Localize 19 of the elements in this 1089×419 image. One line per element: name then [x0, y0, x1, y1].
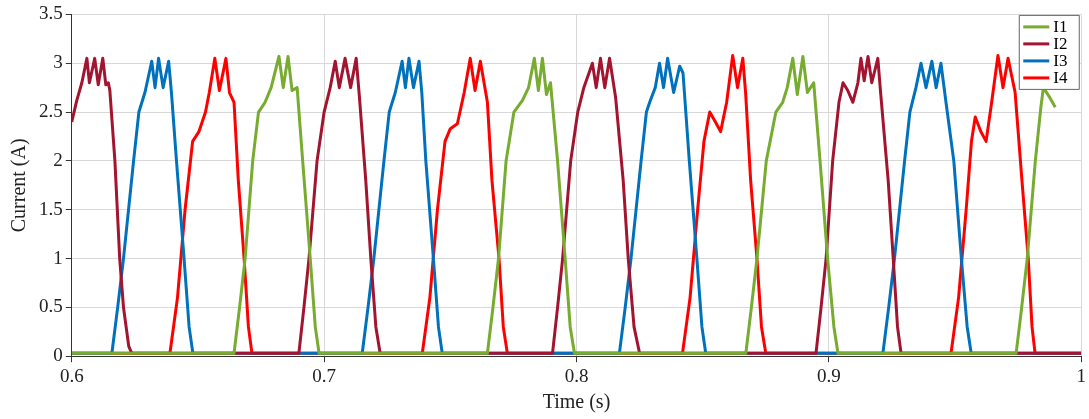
y-tick-label: 1 [53, 246, 63, 268]
x-tick-label: 0.7 [312, 364, 336, 386]
legend-label: I1 [1053, 17, 1068, 37]
legend-label: I2 [1053, 34, 1068, 54]
x-tick-label: 0.9 [817, 364, 841, 386]
y-tick-label: 3 [53, 51, 63, 73]
y-tick-label: 3.5 [39, 2, 63, 24]
x-tick-label: 1 [1076, 364, 1086, 386]
x-tick-label: 0.8 [564, 364, 589, 386]
y-tick-label: 2.5 [39, 100, 63, 122]
x-axis-title: Time (s) [542, 390, 611, 414]
legend-label: I4 [1053, 68, 1068, 88]
y-tick-label: 2 [53, 148, 63, 170]
y-axis-title: Current (A) [7, 138, 31, 233]
y-tick-label: 0 [53, 344, 63, 366]
legend-label: I3 [1053, 51, 1068, 71]
y-tick-label: 0.5 [39, 295, 63, 317]
x-tick-label: 0.6 [59, 364, 84, 386]
y-tick-label: 1.5 [39, 197, 63, 219]
